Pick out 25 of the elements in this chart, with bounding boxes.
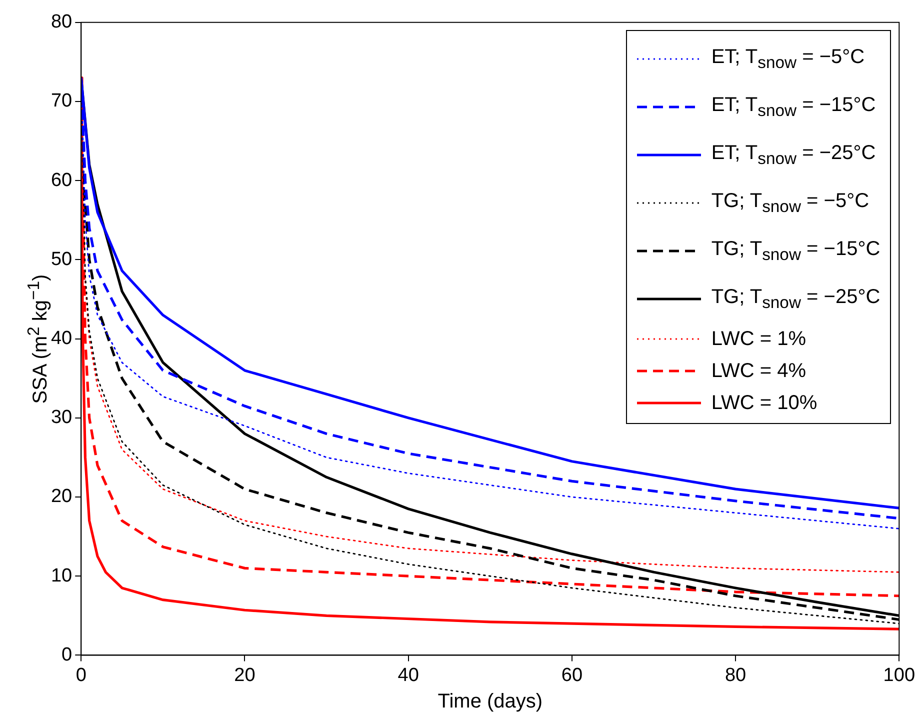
x-tick-label: 80 (724, 664, 746, 686)
legend-label: TG; T$_{snow}$ = −15°C (711, 238, 880, 264)
legend-label: ET; T$_{snow}$ = −15°C (711, 94, 876, 120)
y-tick-label: 0 (62, 644, 72, 666)
legend-label: LWC = 1% (711, 328, 806, 350)
legend-label: TG; T$_{snow}$ = −5°C (711, 190, 870, 216)
y-tick-label: 40 (50, 328, 72, 350)
legend-label: LWC = 10% (711, 392, 818, 414)
y-tick-label: 60 (50, 170, 72, 191)
legend-label: ET; T$_{snow}$ = −25°C (711, 142, 876, 168)
legend-label: ET; T$_{snow}$ = −5°C (711, 46, 865, 72)
y-tick-label: 70 (50, 90, 72, 112)
x-tick-label: 60 (561, 664, 583, 686)
legend-label: LWC = 4% (711, 360, 806, 382)
x-tick-label: 40 (398, 664, 419, 686)
y-tick-label: 30 (50, 407, 72, 428)
x-tick-label: 100 (883, 664, 915, 686)
y-tick-label: 50 (50, 248, 72, 270)
x-tick-label: 0 (76, 664, 86, 686)
y-tick-label: 20 (50, 486, 72, 508)
x-axis-title: Time (days) (438, 690, 543, 713)
legend-label: TG; T$_{snow}$ = −25°C (711, 286, 880, 312)
y-tick-label: 10 (50, 565, 72, 586)
x-tick-label: 20 (234, 664, 256, 686)
y-tick-label: 80 (50, 12, 72, 33)
